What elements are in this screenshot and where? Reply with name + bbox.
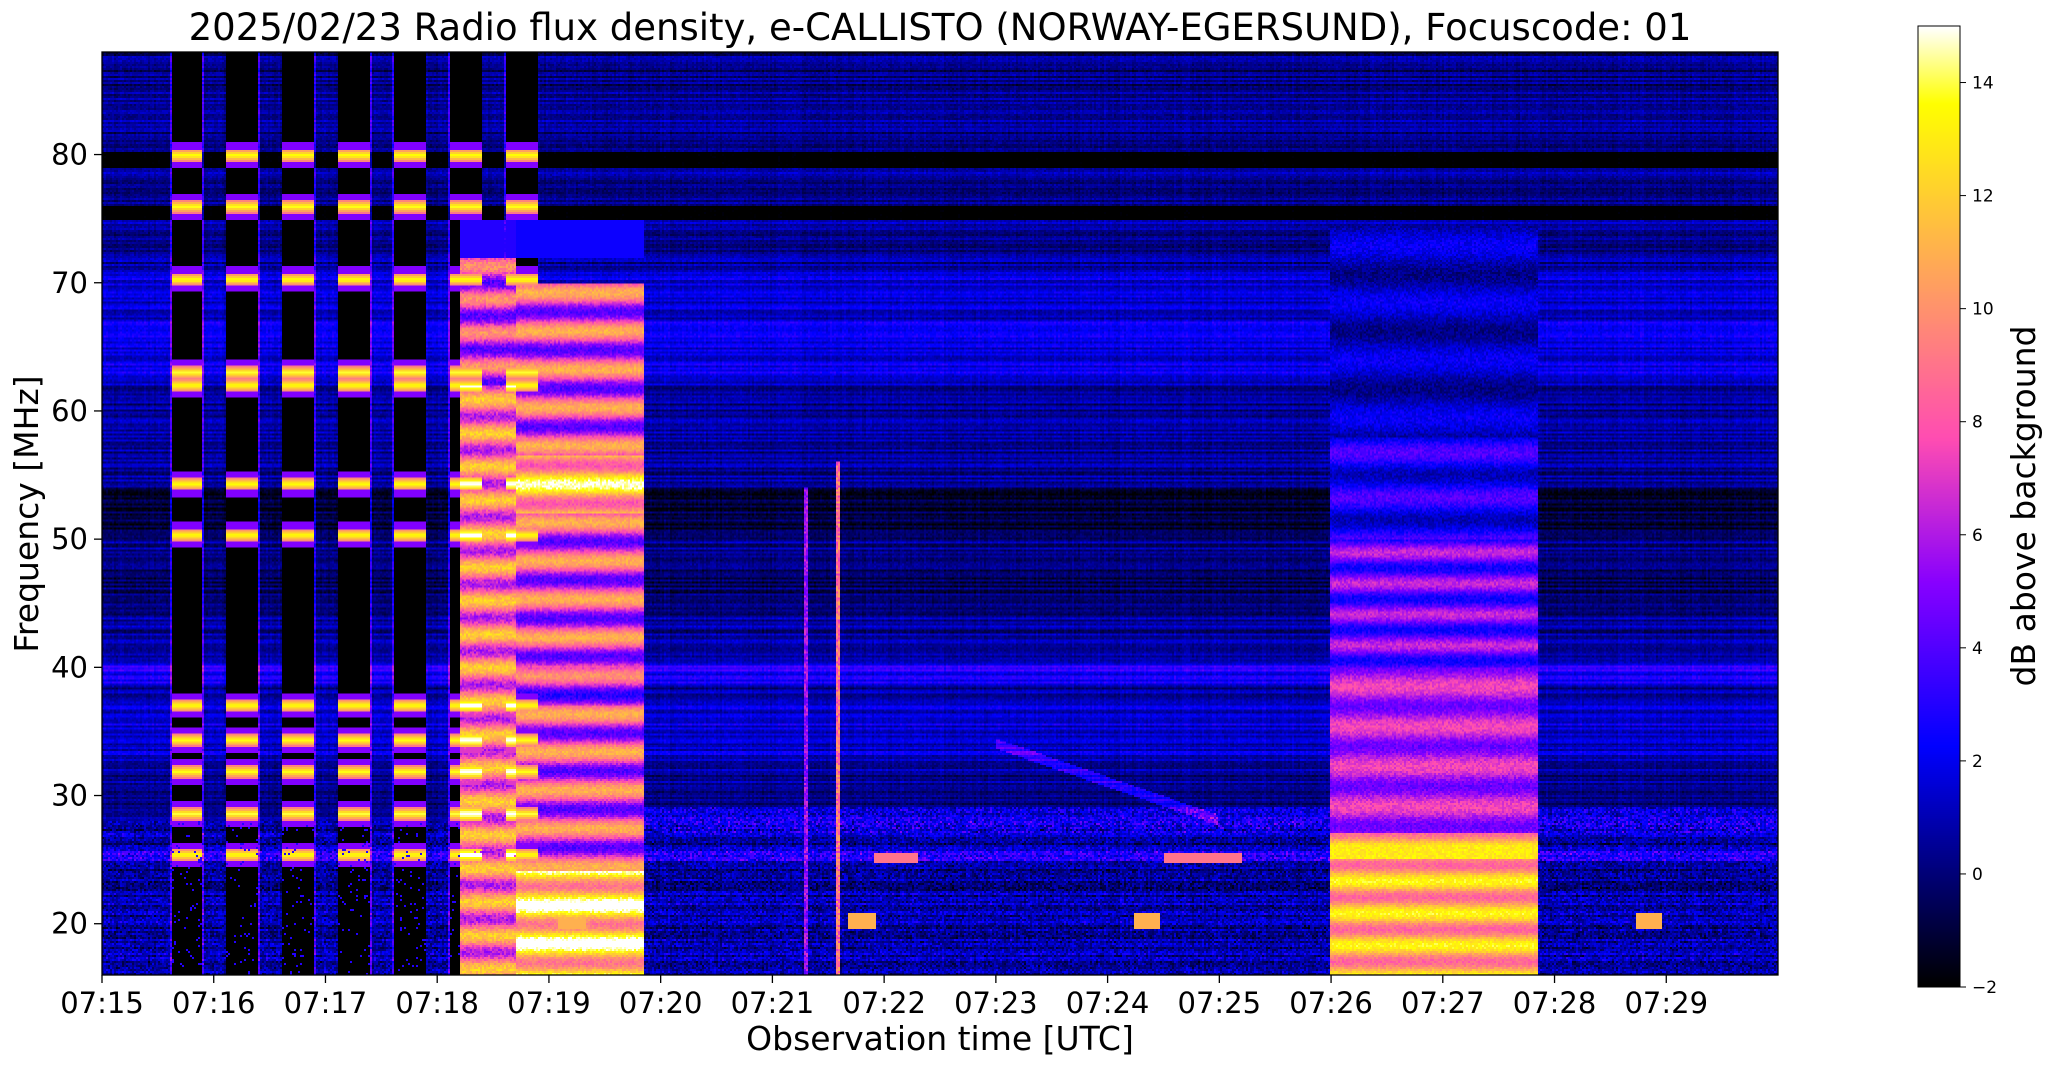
- colorbar-tick-label: 6: [1972, 526, 1983, 546]
- x-tick-label: 07:23: [954, 986, 1038, 1020]
- colorbar-tick-label: 14: [1972, 74, 1994, 94]
- colorbar-tick-label: 4: [1972, 639, 1983, 659]
- y-tick-label: 20: [51, 907, 88, 941]
- colorbar-tick-label: −2: [1972, 978, 1997, 998]
- y-tick-label: 70: [51, 266, 88, 300]
- colorbar-tick-label: 0: [1972, 865, 1983, 885]
- x-tick-label: 07:22: [842, 986, 926, 1020]
- x-axis-ticks: 07:15 07:16 07:17 07:18 07:19 07:20 07:21 07:22…: [60, 975, 1708, 1020]
- x-tick-label: 07:25: [1178, 986, 1262, 1020]
- x-tick-label: 07:28: [1513, 986, 1597, 1020]
- colorbar-tick-label: 10: [1972, 300, 1994, 320]
- colorbar-label: dB above background: [2004, 326, 2043, 687]
- x-tick-label: 07:17: [284, 986, 368, 1020]
- y-tick-label: 40: [51, 650, 88, 684]
- spectrogram-heatmap: [102, 52, 1778, 975]
- x-tick-label: 07:20: [619, 986, 703, 1020]
- colorbar-tick-label: 8: [1972, 413, 1983, 433]
- colorbar-ticks: −2 0 2 4 6 8 10 12 14: [1960, 74, 1997, 998]
- x-tick-label: 07:21: [731, 986, 815, 1020]
- plot-frame: [101, 51, 1779, 976]
- y-tick-label: 60: [51, 394, 88, 428]
- y-tick-label: 50: [51, 522, 88, 556]
- x-tick-label: 07:27: [1401, 986, 1485, 1020]
- colorbar-tick-label: 2: [1972, 752, 1983, 772]
- y-tick-label: 80: [51, 138, 88, 172]
- x-tick-label: 07:18: [395, 986, 479, 1020]
- x-axis-label: Observation time [UTC]: [746, 1019, 1134, 1058]
- y-axis-ticks: 20 30 40 50 60 70 80: [51, 138, 102, 941]
- x-tick-label: 07:26: [1289, 986, 1373, 1020]
- y-tick-label: 30: [51, 779, 88, 813]
- x-tick-label: 07:15: [60, 986, 144, 1020]
- chart-title: 2025/02/23 Radio flux density, e-CALLIST…: [189, 6, 1692, 49]
- x-tick-label: 07:29: [1624, 986, 1708, 1020]
- x-tick-label: 07:16: [172, 986, 256, 1020]
- colorbar-tick-label: 12: [1972, 187, 1994, 207]
- colorbar-gradient: [1918, 26, 1960, 987]
- colorbar-frame: [1917, 25, 1961, 988]
- y-axis-label: Frequency [MHz]: [7, 375, 46, 652]
- x-tick-label: 07:19: [507, 986, 591, 1020]
- x-tick-label: 07:24: [1066, 986, 1150, 1020]
